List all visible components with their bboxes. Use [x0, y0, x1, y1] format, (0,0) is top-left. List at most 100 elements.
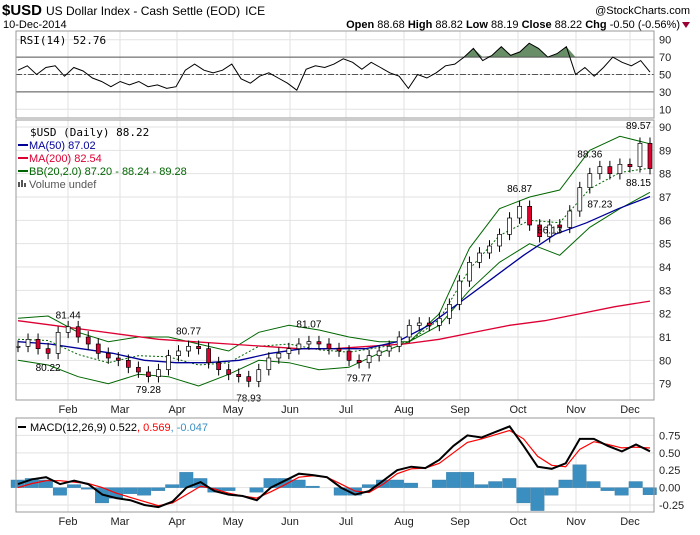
- y-tick-label: 85: [659, 239, 671, 251]
- x-tick-label: Jun: [281, 516, 299, 528]
- price-annotation: 80.22: [36, 363, 61, 374]
- high-label: High: [408, 19, 433, 31]
- legend-signal: , 0.569: [137, 422, 171, 434]
- histogram-bar: [544, 487, 559, 496]
- instrument-name: US Dollar Index - Cash Settle (EOD): [46, 4, 240, 18]
- histogram-bar: [502, 478, 517, 488]
- candle-body: [95, 343, 101, 354]
- legend-ma50: MA(50) 87.02: [29, 140, 96, 152]
- candle-body: [477, 252, 482, 263]
- price-annotation: 78.93: [236, 393, 261, 404]
- rsi-legend: RSI(14) 52.76: [20, 34, 106, 47]
- candle-body: [386, 345, 392, 352]
- candle-body: [406, 324, 412, 338]
- x-tick-label: Apr: [168, 404, 185, 416]
- histogram-bar: [38, 479, 53, 488]
- histogram-bar: [530, 487, 545, 511]
- histogram-bar: [558, 479, 573, 488]
- candle-body: [256, 369, 262, 382]
- candle-body: [497, 233, 502, 247]
- chg-label: Chg: [585, 19, 606, 31]
- histogram-bar: [488, 481, 503, 488]
- candle-body: [206, 348, 211, 364]
- y-tick-label: 50: [659, 70, 671, 82]
- macd-line: [17, 425, 651, 509]
- histogram-bar: [600, 487, 615, 491]
- y-tick-label: -0.25: [659, 500, 684, 512]
- macd-panel: 0.75 0.50 0.25 0.00 -0.25 Feb Mar Apr May Jun Jul A…: [10, 417, 684, 528]
- candle-body: [306, 341, 312, 345]
- bb-upper-line: [17, 135, 651, 352]
- candle-body: [115, 357, 121, 361]
- y-tick-label: 82: [659, 309, 671, 321]
- low-label: Low: [466, 19, 488, 31]
- candle-body: [527, 205, 532, 226]
- candle-body: [75, 326, 81, 338]
- histogram-bar: [305, 485, 320, 488]
- candle-body: [326, 343, 332, 350]
- legend-bb: BB(20,2.0) 87.20 - 88.24 - 89.28: [29, 166, 187, 178]
- candle-body: [316, 341, 322, 345]
- y-tick-label: 88: [659, 169, 671, 181]
- legend-ma200: MA(200) 82.54: [29, 153, 102, 165]
- candle-body: [65, 326, 71, 333]
- price-annotation: 88.15: [626, 178, 651, 189]
- candle-body: [55, 331, 61, 354]
- rsi-frame: [15, 30, 655, 119]
- histogram-bar: [52, 487, 67, 496]
- close-value: 88.22: [555, 19, 583, 31]
- y-tick-label: 90: [659, 35, 671, 47]
- candle-body: [396, 336, 402, 347]
- histogram-bar: [137, 487, 152, 496]
- title-line: $USD US Dollar Index - Cash Settle (EOD) I…: [2, 2, 265, 19]
- histogram-bar: [151, 487, 166, 491]
- x-tick-label: Jul: [339, 516, 353, 528]
- candle-body: [105, 352, 111, 359]
- x-tick-label: Feb: [59, 516, 78, 528]
- candle-body: [236, 373, 242, 378]
- candle-body: [647, 142, 653, 169]
- candle-body: [246, 376, 252, 382]
- y-tick-label: 79: [659, 379, 671, 391]
- y-tick-label: 89: [659, 145, 671, 157]
- candle-body: [607, 166, 613, 175]
- histogram-bar: [432, 479, 447, 488]
- histogram-bar: [474, 484, 489, 488]
- candle-body: [356, 359, 362, 364]
- histogram-bar: [390, 479, 404, 488]
- copyright: @StockCharts.com: [595, 5, 690, 17]
- x-tick-label: Apr: [168, 516, 185, 528]
- x-tick-label: Nov: [566, 404, 586, 416]
- legend-macd: MACD(12,26,9) 0.522: [30, 422, 137, 434]
- candle-body: [35, 338, 41, 350]
- price-frame: [15, 119, 655, 401]
- svg-text:MACD(12,26,9) 0.522, 0.569, -0: MACD(12,26,9) 0.522, 0.569, -0.047: [30, 422, 208, 434]
- candle-body: [196, 345, 201, 350]
- candle-body: [487, 245, 492, 254]
- x-tick-label: Jun: [281, 404, 299, 416]
- open-value: 88.68: [377, 19, 405, 31]
- x-tick-label: Feb: [59, 404, 78, 416]
- y-tick-label: 86: [659, 215, 671, 227]
- histogram-bar: [572, 464, 587, 488]
- candle-body: [45, 348, 51, 354]
- candle-body: [447, 303, 452, 319]
- legend-volume: Volume undef: [29, 179, 97, 191]
- candle-body: [85, 336, 91, 345]
- histogram-bar: [614, 487, 629, 496]
- candle-body: [537, 224, 543, 238]
- candle-body: [15, 345, 21, 348]
- y-tick-label: 84: [659, 262, 671, 274]
- rsi-line: [17, 42, 651, 91]
- candle-body: [577, 187, 583, 212]
- x-tick-label: Mar: [111, 404, 130, 416]
- price-annotation: 87.23: [587, 200, 612, 211]
- x-tick-label: Nov: [566, 516, 586, 528]
- x-tick-label: Aug: [394, 516, 414, 528]
- price-annotation: 86.87: [507, 184, 532, 195]
- y-tick-label: 0.25: [659, 465, 680, 477]
- candle-body: [286, 348, 292, 354]
- chg-value: -0.50 (-0.56%): [610, 19, 680, 31]
- bb-lower-line: [17, 191, 651, 387]
